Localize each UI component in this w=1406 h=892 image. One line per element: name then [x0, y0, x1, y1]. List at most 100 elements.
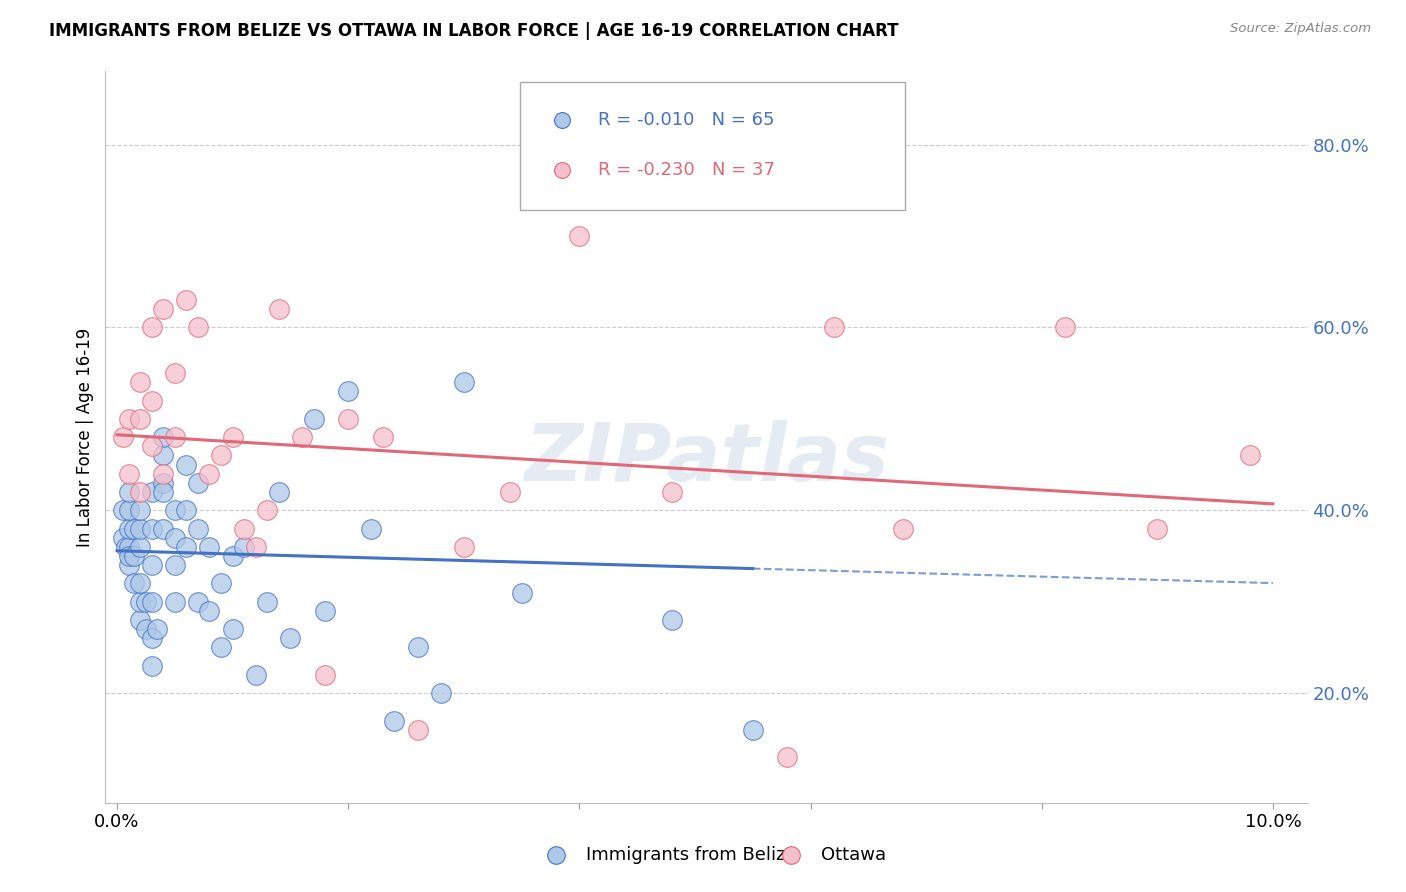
Point	[267, 485, 290, 500]
Point	[221, 549, 243, 563]
Point	[115, 540, 138, 554]
Point	[406, 640, 429, 655]
Point	[129, 503, 152, 517]
Point	[117, 503, 139, 517]
Point	[453, 540, 475, 554]
Point	[141, 594, 163, 608]
Point	[891, 521, 914, 535]
Point	[124, 549, 146, 563]
Point	[117, 485, 139, 500]
Point	[233, 521, 256, 535]
Text: R = -0.230   N = 37: R = -0.230 N = 37	[599, 161, 775, 179]
Point	[117, 549, 139, 563]
Point	[1053, 320, 1076, 334]
Point	[141, 521, 163, 535]
Point	[510, 585, 533, 599]
Point	[124, 521, 146, 535]
Point	[135, 594, 157, 608]
Point	[152, 521, 174, 535]
Point	[406, 723, 429, 737]
Point	[152, 467, 174, 481]
Point	[111, 503, 134, 517]
Point	[337, 412, 360, 426]
Point	[146, 622, 169, 636]
Point	[129, 594, 152, 608]
Point	[141, 320, 163, 334]
Point	[152, 301, 174, 317]
Point	[111, 430, 134, 444]
Point	[221, 622, 243, 636]
Point	[314, 604, 336, 618]
Point	[280, 632, 302, 646]
Point	[117, 558, 139, 573]
Text: IMMIGRANTS FROM BELIZE VS OTTAWA IN LABOR FORCE | AGE 16-19 CORRELATION CHART: IMMIGRANTS FROM BELIZE VS OTTAWA IN LABO…	[49, 22, 898, 40]
Point	[129, 521, 152, 535]
Point	[198, 540, 221, 554]
Point	[741, 723, 763, 737]
Point	[152, 475, 174, 490]
Point	[141, 485, 163, 500]
Point	[198, 467, 221, 481]
Text: ZIPatlas: ZIPatlas	[524, 420, 889, 498]
Point	[198, 604, 221, 618]
Point	[221, 430, 243, 444]
Point	[360, 521, 382, 535]
Point	[152, 448, 174, 462]
Point	[499, 485, 522, 500]
Point	[129, 613, 152, 627]
Point	[776, 750, 799, 764]
Point	[209, 448, 232, 462]
Point	[141, 439, 163, 453]
Point	[187, 521, 209, 535]
Point	[1146, 521, 1168, 535]
Point	[129, 375, 152, 389]
Point	[256, 503, 278, 517]
Point	[129, 412, 152, 426]
Point	[141, 658, 163, 673]
Point	[823, 320, 845, 334]
Point	[117, 540, 139, 554]
Y-axis label: In Labor Force | Age 16-19: In Labor Force | Age 16-19	[76, 327, 94, 547]
Point	[163, 430, 186, 444]
Point	[163, 594, 186, 608]
Point	[176, 540, 198, 554]
Point	[384, 714, 406, 728]
Point	[1239, 448, 1261, 462]
Point	[117, 412, 139, 426]
Text: R = -0.010   N = 65: R = -0.010 N = 65	[599, 112, 775, 129]
Point	[163, 366, 186, 380]
Point	[176, 503, 198, 517]
Point	[233, 540, 256, 554]
Point	[163, 503, 186, 517]
Point	[187, 475, 209, 490]
Point	[117, 467, 139, 481]
Point	[141, 393, 163, 408]
Point	[117, 521, 139, 535]
Point	[129, 485, 152, 500]
Point	[568, 229, 591, 244]
Text: Immigrants from Belize: Immigrants from Belize	[586, 847, 797, 864]
Point	[129, 576, 152, 591]
Point	[209, 640, 232, 655]
Point	[337, 384, 360, 399]
Point	[453, 375, 475, 389]
Point	[314, 667, 336, 681]
Point	[256, 594, 278, 608]
Point	[267, 301, 290, 317]
FancyBboxPatch shape	[520, 82, 905, 211]
Point	[124, 576, 146, 591]
Point	[302, 412, 325, 426]
Point	[245, 540, 267, 554]
Point	[568, 183, 591, 197]
Point	[152, 430, 174, 444]
Point	[176, 293, 198, 307]
Point	[187, 594, 209, 608]
Point	[152, 485, 174, 500]
Point	[187, 320, 209, 334]
Text: Source: ZipAtlas.com: Source: ZipAtlas.com	[1230, 22, 1371, 36]
Point	[141, 632, 163, 646]
Point	[429, 686, 451, 700]
Point	[141, 558, 163, 573]
Point	[135, 622, 157, 636]
Point	[163, 558, 186, 573]
